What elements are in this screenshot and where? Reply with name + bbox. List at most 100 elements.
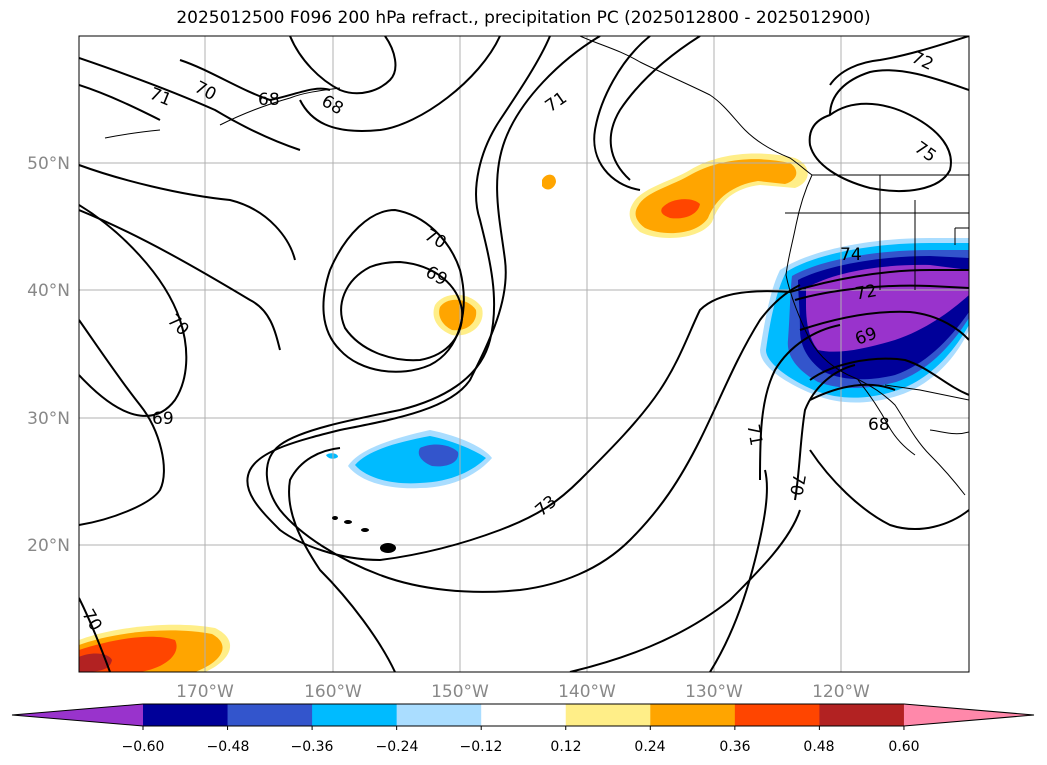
latitude-labels: 50°N 40°N 30°N 20°N bbox=[27, 154, 70, 556]
colorbar-swatch bbox=[481, 704, 567, 726]
colorbar-tick-label: 0.48 bbox=[803, 739, 834, 755]
contour-line bbox=[246, 36, 791, 562]
colorbar-swatch bbox=[396, 704, 482, 726]
contour-label: 69 bbox=[152, 409, 174, 429]
contour-line bbox=[808, 102, 952, 192]
coastline-west-coast bbox=[785, 174, 966, 496]
colorbar-swatch bbox=[819, 704, 905, 726]
precip-positive-region bbox=[439, 299, 477, 331]
contour-label: 68 bbox=[318, 91, 347, 119]
colorbar-swatch bbox=[734, 704, 820, 726]
colorbar-tick-label: 0.12 bbox=[550, 739, 581, 755]
contour-line bbox=[288, 447, 396, 672]
contour-line bbox=[79, 84, 161, 121]
precip-negative-region bbox=[355, 436, 486, 484]
contour-label: 69 bbox=[422, 262, 451, 290]
contour-line bbox=[609, 36, 701, 181]
contour-label: 71 bbox=[147, 84, 175, 111]
contour-line bbox=[322, 208, 465, 373]
contour-line bbox=[789, 269, 969, 293]
contour-line bbox=[759, 324, 841, 481]
colorbar-swatch bbox=[143, 704, 229, 726]
precip-negative-region bbox=[326, 453, 338, 459]
map-title: 2025012500 F096 200 hPa refract., precip… bbox=[176, 8, 871, 28]
contour-label: 70 bbox=[421, 225, 450, 253]
map-area: 71 70 68 68 71 72 75 70 69 70 69 74 72 6… bbox=[77, 36, 969, 672]
contour-line bbox=[179, 59, 331, 102]
lon-label: 120°W bbox=[812, 682, 870, 702]
colorbar-tick-label: −0.60 bbox=[122, 739, 165, 755]
contour-label: 70 bbox=[77, 606, 105, 635]
lon-label: 170°W bbox=[176, 682, 234, 702]
contour-line bbox=[569, 509, 801, 672]
colorbar-tick-label: −0.48 bbox=[207, 739, 250, 755]
colorbar-swatch bbox=[227, 704, 313, 726]
precip-negative-region bbox=[418, 444, 459, 467]
islands bbox=[332, 516, 396, 553]
colorbar-swatch bbox=[312, 704, 398, 726]
lon-label: 130°W bbox=[685, 682, 743, 702]
contour-line bbox=[809, 357, 969, 396]
contour-line bbox=[829, 69, 969, 116]
colorbar-tick-label: 0.36 bbox=[719, 739, 750, 755]
coastline-aleutians bbox=[219, 87, 341, 126]
colorbar-swatch bbox=[565, 704, 651, 726]
colorbar-tick-label: −0.12 bbox=[460, 739, 503, 755]
coastline-aleutians bbox=[104, 129, 161, 139]
contour-label: 71 bbox=[542, 88, 571, 117]
lon-label: 160°W bbox=[304, 682, 362, 702]
lon-label: 140°W bbox=[558, 682, 616, 702]
contour-line bbox=[340, 260, 464, 362]
contour-line bbox=[709, 469, 768, 672]
contour-label: 74 bbox=[840, 245, 862, 265]
lat-label: 50°N bbox=[27, 154, 70, 174]
colorbar-tick-label: −0.24 bbox=[376, 739, 419, 755]
longitude-labels: 170°W 160°W 150°W 140°W 130°W 120°W bbox=[176, 682, 870, 702]
colorbar-extend-min bbox=[12, 704, 143, 726]
precip-positive-region bbox=[661, 199, 700, 219]
contour-line bbox=[79, 164, 296, 261]
contour-label: 73 bbox=[532, 492, 561, 521]
lat-label: 30°N bbox=[27, 409, 70, 429]
contour-label: 70 bbox=[163, 311, 192, 340]
coastline-mexico bbox=[929, 429, 969, 435]
lat-label: 40°N bbox=[27, 281, 70, 301]
lon-label: 150°W bbox=[431, 682, 489, 702]
contour-line bbox=[794, 364, 856, 501]
contour-line bbox=[79, 209, 281, 351]
colorbar bbox=[11, 703, 1035, 730]
precip-fields bbox=[79, 153, 969, 672]
island-oahu bbox=[344, 520, 352, 524]
colorbar-tick-label: 0.60 bbox=[888, 739, 919, 755]
lat-label: 20°N bbox=[27, 536, 70, 556]
precip-positive-region bbox=[542, 174, 556, 190]
contour-line bbox=[794, 284, 969, 301]
colorbar-tick-label: 0.24 bbox=[634, 739, 665, 755]
border-states bbox=[785, 175, 969, 290]
map-frame bbox=[78, 35, 970, 673]
coastline-alaska bbox=[579, 36, 813, 176]
contour-line bbox=[79, 57, 301, 151]
contour-line bbox=[299, 36, 501, 132]
contour-label: 70 bbox=[785, 472, 808, 497]
contour-line bbox=[79, 597, 111, 672]
border-us-mexico bbox=[884, 384, 969, 401]
contour-line bbox=[79, 204, 188, 417]
island-hawaii bbox=[380, 543, 396, 553]
colorbar-tick-label: −0.36 bbox=[291, 739, 334, 755]
contour-line bbox=[809, 449, 969, 531]
coastlines bbox=[104, 36, 969, 496]
contour-label: 68 bbox=[258, 90, 280, 110]
contour-label: 68 bbox=[868, 415, 890, 435]
contour-line bbox=[809, 383, 896, 401]
graticule bbox=[79, 36, 969, 672]
contour-line bbox=[289, 36, 397, 95]
contour-label: 71 bbox=[742, 423, 765, 448]
contour-line bbox=[593, 36, 651, 191]
coastline-baja bbox=[857, 379, 916, 456]
colorbar-labels: −0.60 −0.48 −0.36 −0.24 −0.12 0.12 0.24 … bbox=[122, 739, 920, 755]
colorbar-swatch bbox=[650, 704, 736, 726]
contour-line bbox=[829, 36, 969, 86]
contour-line bbox=[799, 310, 969, 341]
